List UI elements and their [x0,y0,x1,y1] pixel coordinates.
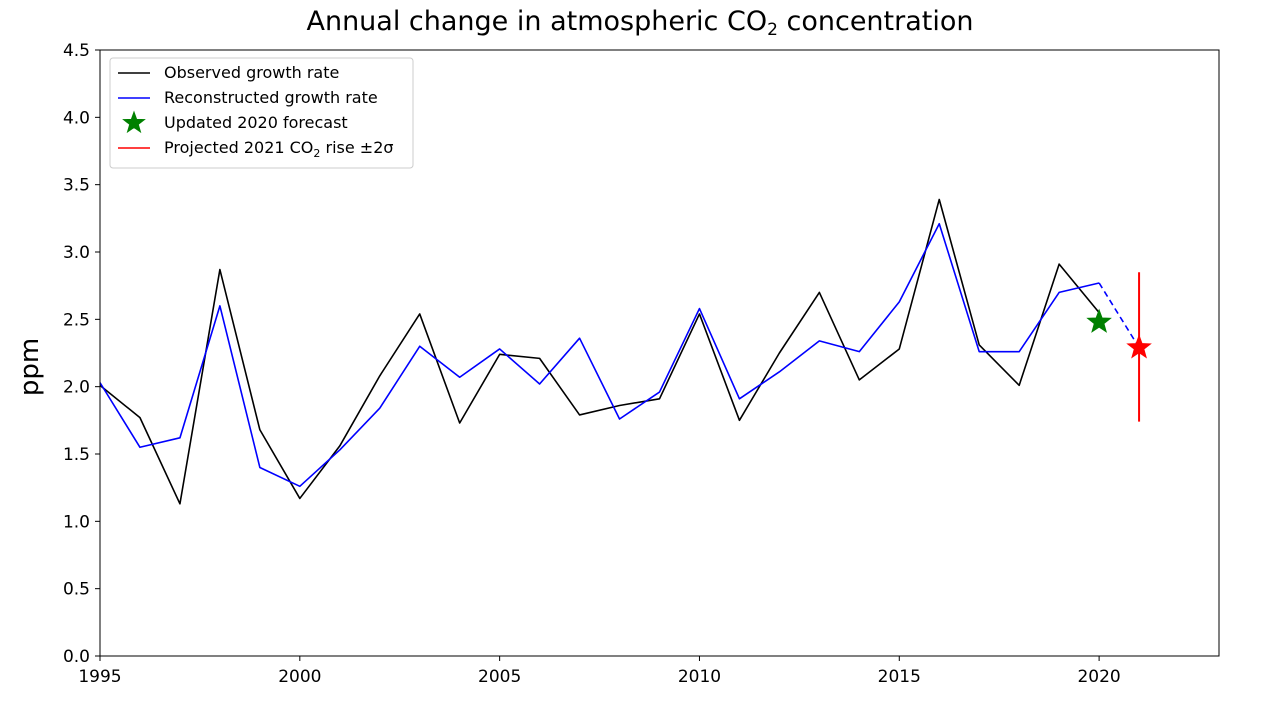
legend-star-icon [122,110,146,134]
y-tick-label: 1.0 [63,512,90,532]
y-tick-label: 0.5 [63,580,90,600]
legend-label-subscript: 2 [313,147,320,160]
x-tick-label: 2020 [1077,667,1120,687]
x-tick-label: 2015 [878,667,921,687]
legend-label-main: Projected 2021 CO [164,138,313,157]
chart-title-subscript: 2 [767,20,778,40]
legend-label: Observed growth rate [164,63,339,82]
y-tick-label: 4.5 [63,41,90,61]
legend-label: Reconstructed growth rate [164,88,378,107]
chart-title-suffix: concentration [777,6,974,37]
y-tick-label: 2.5 [63,310,90,330]
markers-layer [1086,272,1152,422]
series-line-observed-growth-rate [99,198,1100,505]
x-tick-label: 2000 [278,667,321,687]
axes-frame [99,49,1220,657]
chart-title: Annual change in atmospheric CO2 concent… [0,6,1280,40]
y-tick-label: 2.0 [63,378,90,398]
legend-label-suffix: rise ±2σ [320,138,393,157]
legend-label: Updated 2020 forecast [164,113,348,132]
legend-label: Projected 2021 CO2 rise ±2σ [164,138,394,160]
y-tick-label: 4.0 [63,108,90,128]
chart-title-main: Annual change in atmospheric CO [306,6,768,37]
series-line-reconstructed-growth-rate [99,222,1100,488]
y-tick-label: 3.0 [63,243,90,263]
series-line-projection-dashed [1098,282,1140,349]
y-tick-label: 0.0 [63,647,90,667]
star-marker-2021 [1126,334,1152,359]
legend: Observed growth rate Reconstructed growth… [109,57,414,169]
x-tick-label: 2010 [678,667,721,687]
y-tick-label: 3.5 [63,176,90,196]
ticks-layer: 1995 2000 2005 2010 2015 2020 0.0 0.5 1.0 1.5 2.0 2… [63,41,1121,687]
x-tick-label: 2005 [478,667,521,687]
x-tick-label: 1995 [78,667,121,687]
series-layer [99,198,1140,505]
legend-box [109,57,414,169]
star-marker-2020 [1086,308,1112,333]
y-tick-label: 1.5 [63,445,90,465]
